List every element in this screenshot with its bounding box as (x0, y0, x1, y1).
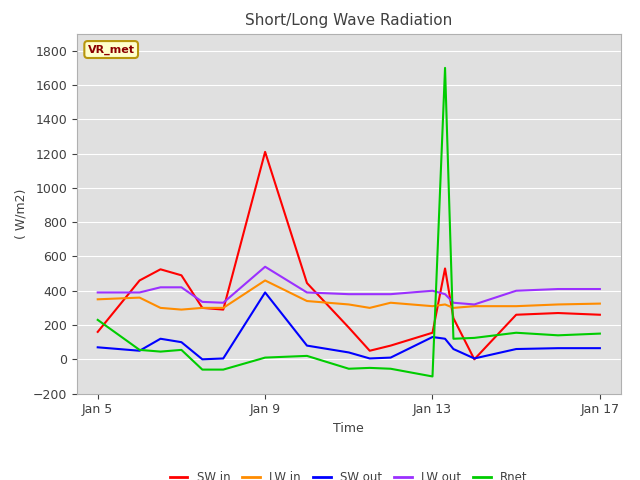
Text: VR_met: VR_met (88, 44, 134, 55)
Title: Short/Long Wave Radiation: Short/Long Wave Radiation (245, 13, 452, 28)
Legend: SW in, LW in, SW out, LW out, Rnet: SW in, LW in, SW out, LW out, Rnet (165, 466, 532, 480)
Y-axis label: ( W/m2): ( W/m2) (14, 189, 27, 239)
X-axis label: Time: Time (333, 422, 364, 435)
